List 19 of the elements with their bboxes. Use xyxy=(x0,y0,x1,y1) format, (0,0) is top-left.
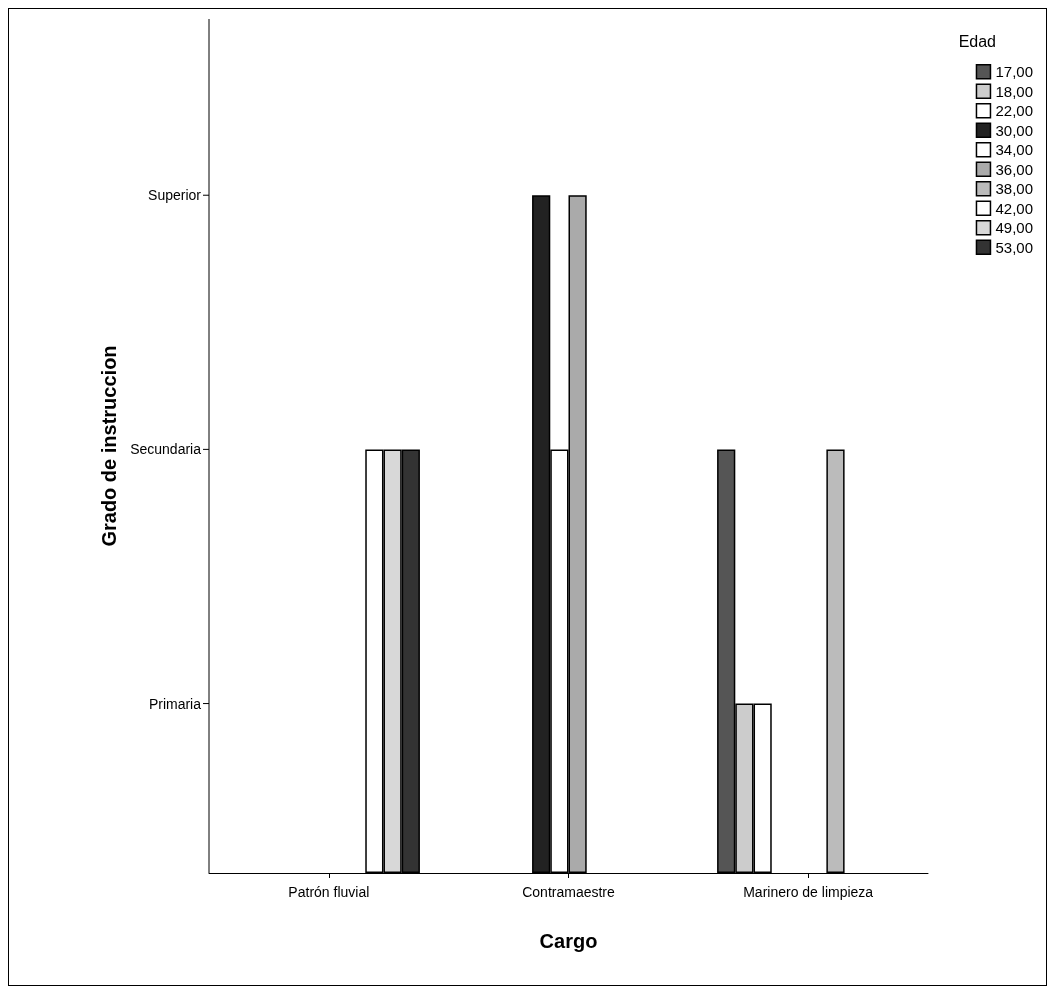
text: Secundaria xyxy=(130,441,202,458)
x-axis-title: Cargo xyxy=(539,930,598,952)
text: Superior xyxy=(148,187,202,204)
legend-label: 30,00 xyxy=(995,121,1034,139)
x-tick-label: Marinero de limpieza xyxy=(743,884,874,900)
x-tick-label: Patrón fluvial xyxy=(288,884,370,900)
legend-label: 53,00 xyxy=(995,238,1034,256)
text: Primaria xyxy=(148,695,202,712)
x-tick-label: Contramaestre xyxy=(522,884,616,900)
legend-label: 36,00 xyxy=(995,160,1034,178)
legend-label: 38,00 xyxy=(995,180,1034,198)
legend-label: 49,00 xyxy=(995,219,1034,237)
legend-label: 22,00 xyxy=(995,102,1034,120)
legend-label: 18,00 xyxy=(995,82,1034,100)
legend-label: 34,00 xyxy=(995,141,1034,159)
legend-label: 17,00 xyxy=(995,63,1034,81)
y-axis-title: Grado de instruccion xyxy=(98,345,120,547)
legend-label: 42,00 xyxy=(995,199,1034,217)
legend-title: Edad xyxy=(958,32,997,50)
